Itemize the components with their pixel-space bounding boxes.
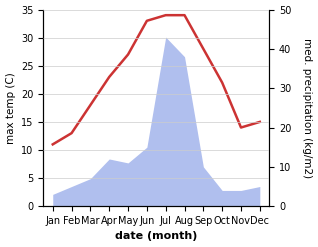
Y-axis label: max temp (C): max temp (C) bbox=[5, 72, 16, 144]
X-axis label: date (month): date (month) bbox=[115, 231, 197, 242]
Y-axis label: med. precipitation (kg/m2): med. precipitation (kg/m2) bbox=[302, 38, 313, 178]
